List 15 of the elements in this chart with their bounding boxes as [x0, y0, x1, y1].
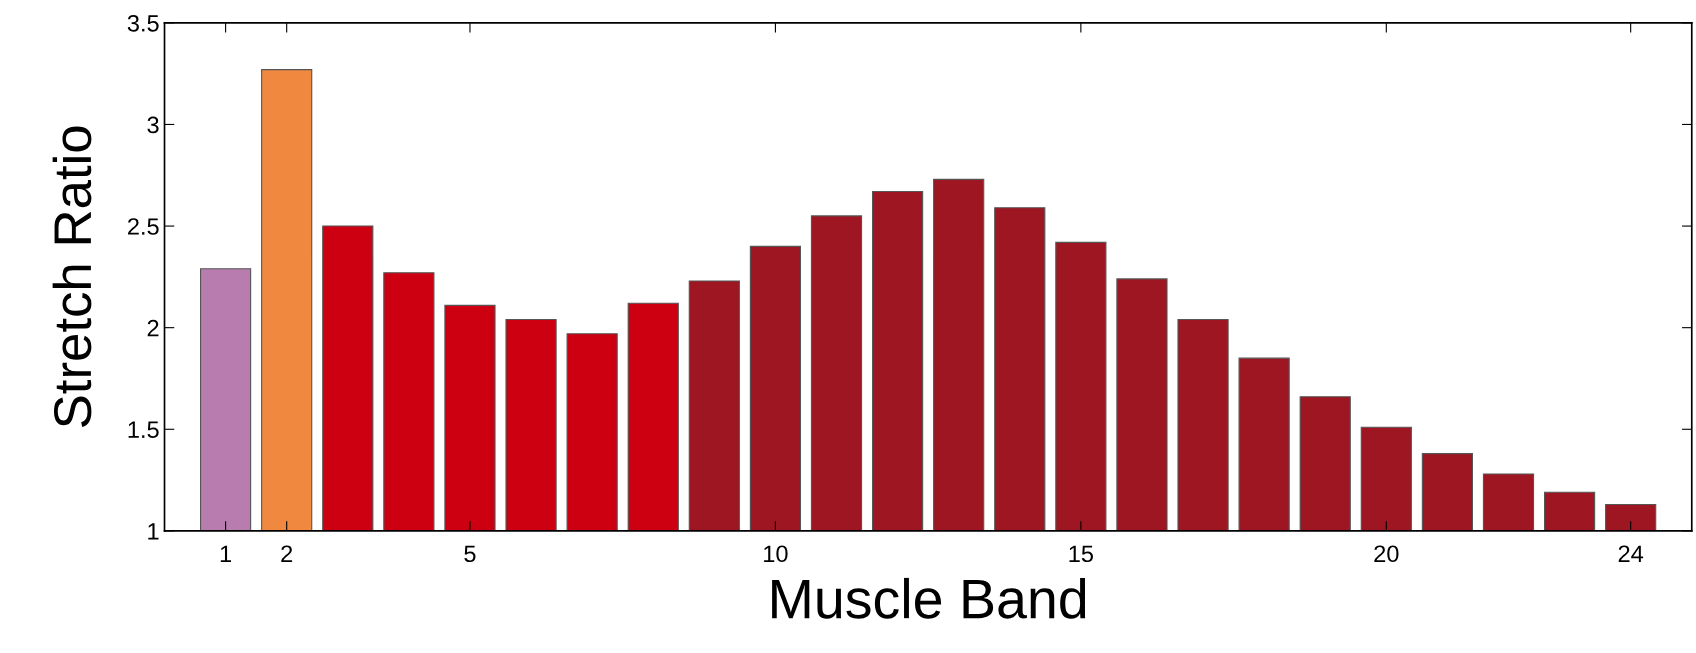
x-tick-label: 5 [464, 545, 476, 563]
x-tick-label: 20 [1374, 545, 1399, 563]
y-tick-label: 1 [148, 523, 159, 540]
x-tick-label: 1 [220, 545, 232, 562]
x-tick-label: 10 [764, 545, 788, 563]
y-tick-label: 1.5 [128, 421, 159, 439]
y-tick-label: 3 [147, 116, 159, 134]
x-axis-title: Muscle Band [772, 577, 1086, 619]
y-tick-label: 2.5 [128, 218, 159, 235]
y-axis-title: Stretch Ratio [52, 126, 92, 427]
y-tick-label: 2 [147, 319, 159, 337]
x-tick-label: 2 [281, 545, 293, 562]
y-tick-label: 3.5 [127, 14, 159, 32]
x-tick-label: 24 [1618, 545, 1644, 562]
x-tick-label: 15 [1069, 545, 1093, 563]
